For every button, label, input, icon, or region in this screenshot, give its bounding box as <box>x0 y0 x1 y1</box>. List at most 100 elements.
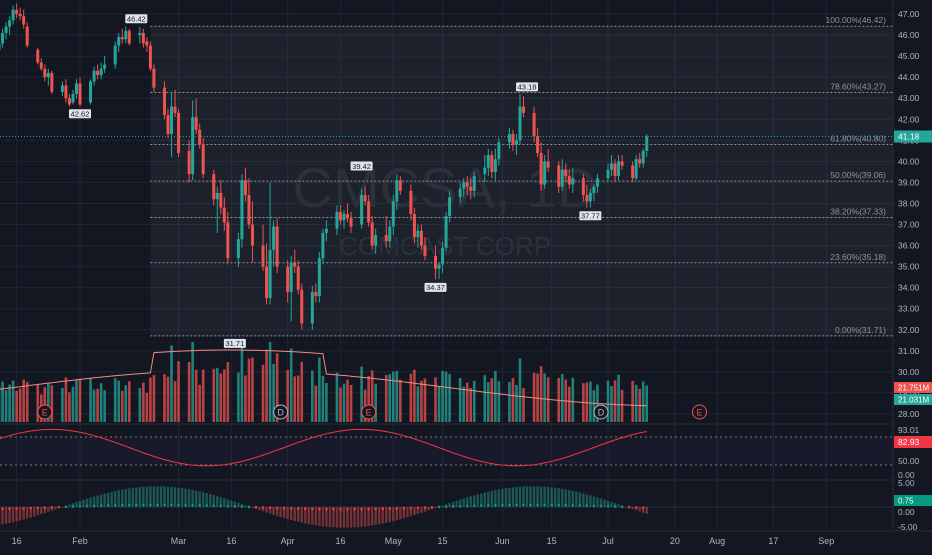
volume-bar <box>399 380 402 422</box>
macd-signal-dot <box>557 504 560 507</box>
volume-bar <box>51 385 54 422</box>
macd-histogram-bar <box>174 487 176 507</box>
candle-body <box>195 117 198 130</box>
macd-histogram-bar <box>132 488 134 507</box>
macd-histogram-bar <box>75 502 77 507</box>
macd-signal-dot <box>255 506 258 509</box>
candle-body <box>621 161 624 165</box>
macd-histogram-bar <box>385 507 387 523</box>
candle-body <box>321 233 324 258</box>
candle-body <box>8 20 11 26</box>
macd-histogram-bar <box>251 507 253 508</box>
candle-body <box>223 208 226 223</box>
macd-signal-dot <box>227 505 230 508</box>
macd-histogram-bar <box>392 507 394 521</box>
volume-bar <box>216 368 219 422</box>
candle-body <box>276 227 279 267</box>
candle-body <box>487 155 490 168</box>
volume-bar <box>445 372 448 422</box>
candle-body <box>522 107 525 113</box>
macd-histogram-bar <box>286 507 288 519</box>
candle-body <box>50 73 53 92</box>
macd-histogram-bar <box>434 507 436 508</box>
fib-level-label: 61.80%(40.80) <box>830 134 886 144</box>
volume-bar <box>568 387 571 422</box>
candle-body <box>163 88 166 115</box>
macd-signal-dot <box>579 504 582 507</box>
macd-signal-dot <box>128 504 131 507</box>
macd-histogram-bar <box>61 507 63 508</box>
macd-histogram-bar <box>399 507 401 519</box>
volume-bar <box>642 382 645 422</box>
volume-bar <box>339 388 342 422</box>
volume-bar <box>139 388 142 422</box>
fib-level-label: 100.00%(46.42) <box>826 15 887 25</box>
candle-body <box>441 248 444 265</box>
macd-histogram-bar <box>462 499 464 507</box>
candle-body <box>5 27 8 33</box>
macd-histogram-bar <box>568 490 570 507</box>
macd-signal-dot <box>100 504 103 507</box>
macd-signal-dot <box>494 504 497 507</box>
candle-body <box>494 159 497 172</box>
price-tick-label: 30.00 <box>898 367 920 377</box>
price-tick-label: 38.00 <box>898 198 920 208</box>
candle-body <box>40 62 43 68</box>
candle-body <box>585 195 588 201</box>
candle-body <box>343 214 346 220</box>
volume-bar <box>191 342 194 422</box>
candle-body <box>138 33 141 35</box>
macd-histogram-bar <box>540 487 542 507</box>
volume-bar <box>293 376 296 422</box>
volume-bar <box>645 385 648 422</box>
candle-body <box>43 69 46 77</box>
price-tick-label: 37.00 <box>898 220 920 230</box>
candle-body <box>12 10 15 21</box>
candle-body <box>286 267 289 292</box>
macd-signal-dot <box>543 503 546 506</box>
macd-signal-dot <box>410 507 413 510</box>
macd-histogram-bar <box>153 486 155 507</box>
candle-body <box>79 83 82 104</box>
macd-signal-dot <box>184 504 187 507</box>
volume-bar <box>121 391 124 422</box>
volume-bar <box>93 390 96 422</box>
event-marker-label: E <box>42 408 48 418</box>
time-tick-label: Sep <box>818 536 834 546</box>
macd-histogram-bar <box>371 507 373 526</box>
macd-signal-dot <box>374 508 377 511</box>
macd-current-a: 0.75 <box>898 497 914 506</box>
macd-histogram-bar <box>477 494 479 507</box>
macd-histogram-bar <box>89 498 91 507</box>
macd-signal-dot <box>29 507 32 510</box>
candle-body <box>244 180 247 195</box>
candle-body <box>607 170 610 178</box>
time-tick-label: 16 <box>12 536 22 546</box>
macd-histogram-bar <box>237 503 239 507</box>
macd-histogram-bar <box>272 507 274 515</box>
price-tick-label: 44.00 <box>898 72 920 82</box>
volume-bar <box>621 390 624 422</box>
candle-body <box>251 225 254 246</box>
fibonacci-retracement[interactable]: 100.00%(46.42)78.60%(43.27)61.80%(40.80)… <box>150 15 893 336</box>
candle-body <box>395 180 398 201</box>
volume-bar <box>494 371 497 422</box>
price-tick-label: 43.00 <box>898 93 920 103</box>
price-tick-label: 40.00 <box>898 156 920 166</box>
oscillator-tick-label: 50.00 <box>898 456 920 466</box>
annotation-label: 43.18 <box>518 83 537 92</box>
macd-signal-dot <box>15 507 18 510</box>
candle-body <box>617 161 620 176</box>
candle-body <box>19 14 22 16</box>
macd-histogram-bar <box>5 507 7 524</box>
volume-bar <box>202 370 205 422</box>
macd-histogram-bar <box>603 500 605 507</box>
macd-histogram-bar <box>484 493 486 507</box>
candle-body <box>26 27 29 46</box>
volume-bar <box>346 380 349 422</box>
candle-body <box>469 187 472 191</box>
volume-bar <box>297 375 300 422</box>
macd-histogram-bar <box>448 503 450 507</box>
